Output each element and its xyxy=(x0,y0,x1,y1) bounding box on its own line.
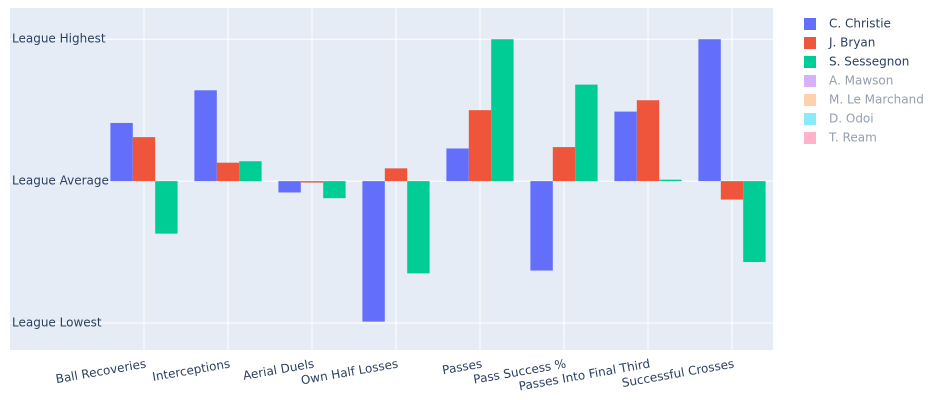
legend-swatch[interactable] xyxy=(804,113,816,125)
bar xyxy=(552,147,576,182)
legend-swatch[interactable] xyxy=(804,18,816,30)
legend-swatch[interactable] xyxy=(804,132,816,144)
bar xyxy=(110,122,133,182)
legend-swatch[interactable] xyxy=(804,94,816,106)
legend-label[interactable]: M. Le Marchand xyxy=(829,93,924,107)
bar xyxy=(659,179,682,182)
bar xyxy=(446,148,469,182)
y-tick-label: League Highest xyxy=(12,32,106,46)
legend-swatch[interactable] xyxy=(804,56,816,68)
bar xyxy=(468,110,492,182)
bar xyxy=(575,84,598,182)
bar xyxy=(155,181,178,234)
x-tick-label: Own Half Losses xyxy=(300,357,399,388)
legend-swatch[interactable] xyxy=(804,37,816,49)
legend-swatch[interactable] xyxy=(804,75,816,87)
y-tick-label: League Average xyxy=(12,174,109,188)
bar xyxy=(278,181,301,193)
bar xyxy=(323,181,346,199)
bar xyxy=(384,168,408,182)
legend-label[interactable]: D. Odoi xyxy=(829,112,874,126)
x-tick-label: Ball Recoveries xyxy=(55,357,148,387)
bar xyxy=(698,39,721,182)
bar xyxy=(132,137,156,182)
bar xyxy=(743,181,766,263)
y-tick-label: League Lowest xyxy=(12,316,102,330)
legend-label[interactable]: J. Bryan xyxy=(828,36,875,50)
bar xyxy=(614,111,637,182)
bar xyxy=(362,181,385,322)
bar xyxy=(407,181,430,274)
x-tick-label: Interceptions xyxy=(151,357,231,384)
bar xyxy=(300,181,324,183)
bar xyxy=(636,100,660,182)
bar xyxy=(491,39,514,182)
bar xyxy=(720,181,744,200)
legend-label[interactable]: S. Sessegnon xyxy=(829,55,909,69)
legend-label[interactable]: A. Mawson xyxy=(829,74,893,88)
bar xyxy=(530,181,553,271)
bar xyxy=(239,161,262,182)
bar xyxy=(194,90,217,182)
bar xyxy=(216,162,240,182)
legend-label[interactable]: T. Ream xyxy=(828,131,877,145)
x-tick-label: Passes xyxy=(441,357,483,378)
legend-label[interactable]: C. Christie xyxy=(829,17,891,31)
